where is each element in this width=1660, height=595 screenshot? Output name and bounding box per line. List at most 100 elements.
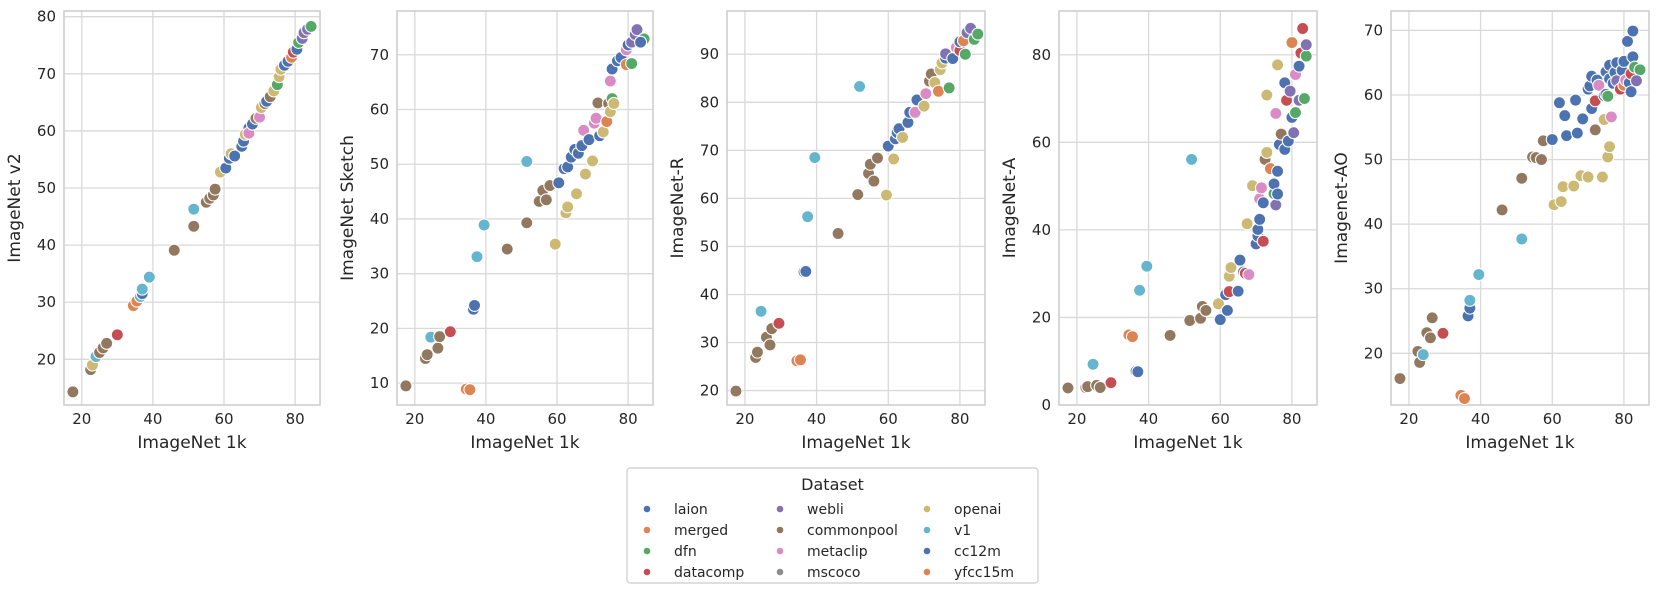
data-point-commonpool	[1588, 123, 1602, 137]
legend-item-laion: laion	[643, 502, 708, 518]
x-axis-label: ImageNet 1k	[1133, 433, 1242, 453]
x-axis-label: ImageNet 1k	[801, 433, 910, 453]
data-point-laion	[1271, 187, 1285, 201]
data-point-laion	[1576, 112, 1590, 126]
data-point-openai	[586, 154, 600, 168]
legend-label: mscoco	[807, 565, 860, 581]
data-point-commonpool	[431, 341, 445, 355]
data-point-laion	[1292, 59, 1306, 73]
data-point-openai	[879, 188, 894, 202]
data-point-laion	[1271, 164, 1285, 178]
data-point-laion	[1253, 212, 1267, 226]
data-point-metaclip	[908, 105, 922, 119]
data-point-openai	[1603, 140, 1617, 154]
data-point-laion	[1545, 132, 1559, 147]
x-tick-label: 80	[286, 410, 305, 428]
data-point-commonpool	[420, 348, 434, 362]
y-tick-label: 20	[1032, 308, 1051, 326]
x-tick-label: 60	[1543, 410, 1562, 428]
x-tick-label: 80	[1614, 410, 1633, 428]
legend-marker	[776, 526, 784, 534]
legend-marker	[923, 526, 931, 534]
legend-item-webli: webli	[776, 502, 844, 518]
y-tick-label: 30	[370, 265, 389, 283]
data-point-laion	[1558, 109, 1572, 123]
data-point-webli	[1299, 38, 1313, 52]
x-tick-label: 60	[1211, 410, 1230, 428]
data-point-commonpool	[1061, 381, 1075, 395]
legend-label: dfn	[674, 544, 697, 560]
data-point-v1	[754, 304, 768, 318]
data-point-commonpool	[1515, 171, 1529, 185]
data-point-dfn	[1288, 106, 1303, 120]
legend-label: openai	[954, 502, 1001, 518]
legend-marker	[643, 547, 651, 555]
x-tick-label: 20	[1067, 410, 1086, 428]
data-point-v1	[1416, 348, 1430, 362]
data-point-yfcc15m	[1125, 330, 1140, 344]
y-axis-label: ImageNet-A	[1000, 157, 1020, 258]
data-point-v1	[853, 79, 867, 93]
plot-frame	[1058, 10, 1318, 406]
y-tick-label: 10	[370, 374, 389, 392]
y-tick-label: 50	[37, 179, 56, 197]
plot-frame	[726, 10, 986, 406]
y-tick-label: 20	[37, 350, 56, 368]
y-tick-label: 20	[1364, 344, 1383, 362]
legend-label: v1	[954, 523, 971, 539]
data-point-datacomp	[772, 316, 786, 330]
legend-item-v1: v1	[923, 523, 971, 539]
data-point-commonpool	[1393, 371, 1407, 386]
data-point-laion	[1570, 126, 1584, 140]
legend-item-datacomp: datacomp	[643, 565, 744, 581]
data-point-commonpool	[539, 193, 553, 207]
data-point-dfn	[625, 56, 639, 71]
data-point-v1	[477, 218, 491, 232]
data-point-openai	[917, 99, 931, 113]
y-tick-label: 0	[1041, 396, 1051, 414]
y-tick-label: 70	[700, 141, 719, 159]
data-point-dfn	[1299, 49, 1313, 63]
data-point-laion	[1552, 96, 1566, 110]
data-point-v1	[470, 250, 484, 264]
data-point-v1	[1515, 232, 1529, 246]
data-point-commonpool	[66, 385, 80, 399]
x-tick-label: 60	[547, 410, 566, 428]
points-group	[1061, 21, 1313, 395]
x-tick-label: 80	[1282, 410, 1301, 428]
data-point-merged	[931, 84, 945, 98]
legend-marker	[776, 568, 784, 576]
y-tick-label: 60	[37, 122, 56, 140]
y-tick-label: 40	[1364, 215, 1383, 233]
data-point-laion	[1626, 24, 1640, 38]
data-point-openai	[578, 167, 592, 181]
y-tick-label: 40	[700, 285, 719, 303]
y-axis-label: Imagenet-AO	[1332, 152, 1352, 264]
data-point-dfn	[971, 27, 985, 41]
x-tick-label: 80	[619, 410, 638, 428]
data-point-laion	[1131, 365, 1145, 379]
legend-item-commonpool: commonpool	[776, 523, 898, 539]
legend-marker	[923, 505, 931, 513]
y-tick-label: 40	[1032, 221, 1051, 239]
y-tick-label: 40	[37, 236, 56, 254]
data-point-merged	[1285, 35, 1299, 50]
data-point-commonpool	[831, 226, 845, 241]
data-point-openai	[1260, 145, 1274, 159]
data-point-datacomp	[110, 328, 124, 342]
x-tick-label: 40	[807, 410, 826, 428]
y-tick-label: 40	[370, 210, 389, 228]
legend-label: datacomp	[674, 565, 744, 581]
data-point-datacomp	[1104, 376, 1118, 390]
legend-marker	[643, 568, 651, 576]
y-tick-label: 50	[1364, 151, 1383, 169]
x-axis-label: ImageNet 1k	[137, 433, 246, 453]
chart-panel-3: 20 40 60 80 20 30 40 50 60 70 80 90 ImageNet 1k Image…	[668, 10, 986, 453]
data-point-yfcc15m	[793, 353, 808, 367]
data-point-commonpool	[1423, 331, 1437, 345]
y-tick-label: 60	[370, 101, 389, 119]
data-point-openai	[1581, 170, 1595, 184]
data-point-webli	[630, 23, 644, 37]
x-axis-label: ImageNet 1k	[1465, 433, 1574, 453]
data-point-openai	[561, 200, 575, 214]
